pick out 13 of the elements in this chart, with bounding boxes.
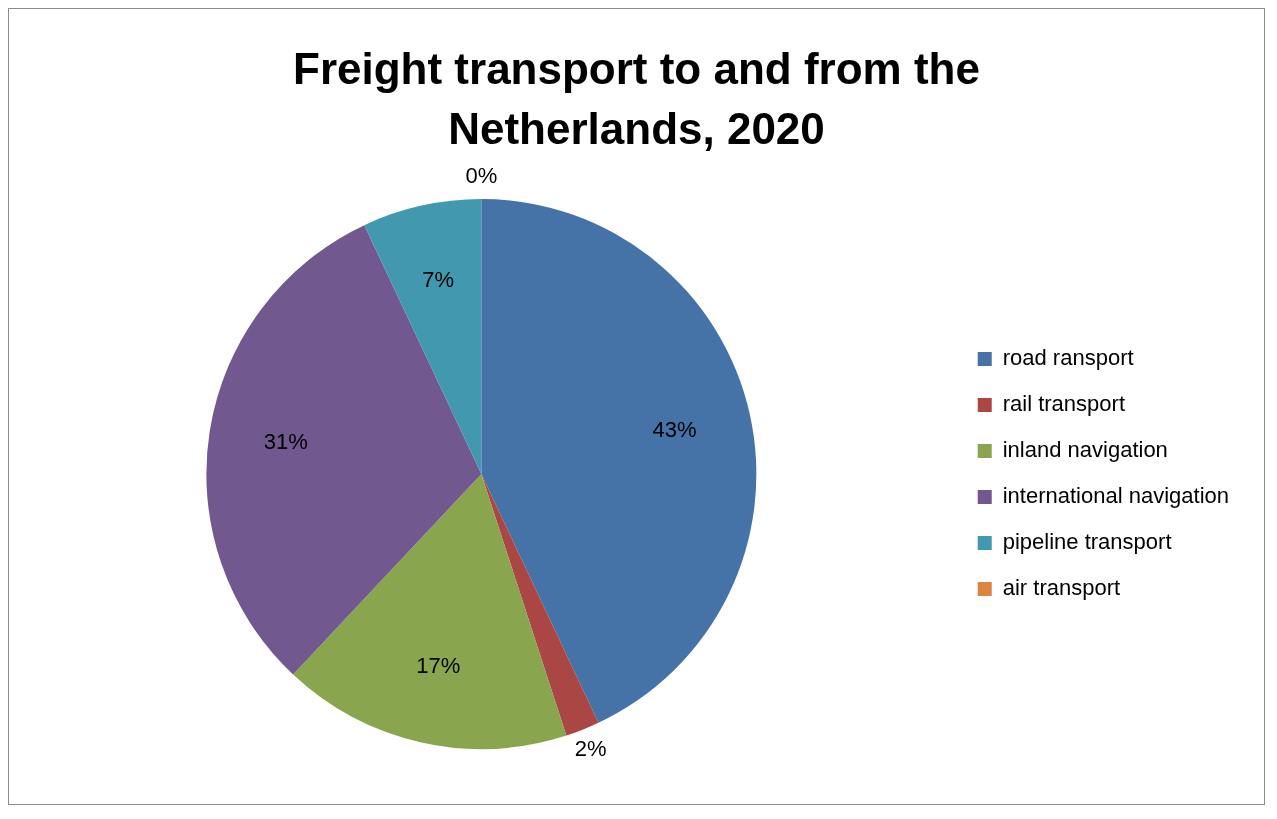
legend-label: international navigation xyxy=(1002,483,1230,509)
legend-label: pipeline transport xyxy=(1002,529,1172,555)
legend-label: air transport xyxy=(1002,575,1121,601)
legend-label: inland navigation xyxy=(1002,437,1168,463)
data-label: 17% xyxy=(416,653,461,679)
data-label: 31% xyxy=(263,429,308,455)
text: 0% xyxy=(465,163,498,189)
chart-title: Freight transport to and from the Netherlands, 2020 xyxy=(292,43,981,155)
legend-label: road ransport xyxy=(1002,345,1134,371)
data-label: 43% xyxy=(652,416,697,442)
legend-label: rail transport xyxy=(1002,391,1126,417)
data-label: 2% xyxy=(574,736,607,762)
data-label: 7% xyxy=(422,266,455,292)
